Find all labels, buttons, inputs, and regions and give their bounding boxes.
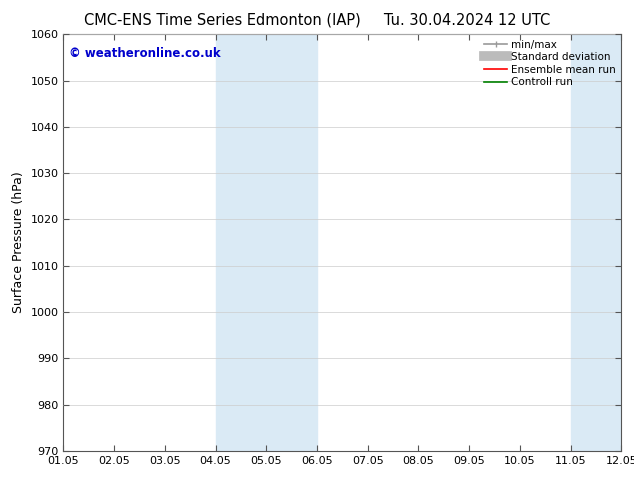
Text: © weatheronline.co.uk: © weatheronline.co.uk	[69, 47, 221, 60]
Bar	[216, 34, 317, 451]
Legend: min/max, Standard deviation, Ensemble mean run, Controll run: min/max, Standard deviation, Ensemble me…	[482, 37, 618, 89]
Bar	[571, 34, 634, 451]
Y-axis label: Surface Pressure (hPa): Surface Pressure (hPa)	[12, 172, 25, 314]
Text: CMC-ENS Time Series Edmonton (IAP)     Tu. 30.04.2024 12 UTC: CMC-ENS Time Series Edmonton (IAP) Tu. 3…	[84, 12, 550, 27]
